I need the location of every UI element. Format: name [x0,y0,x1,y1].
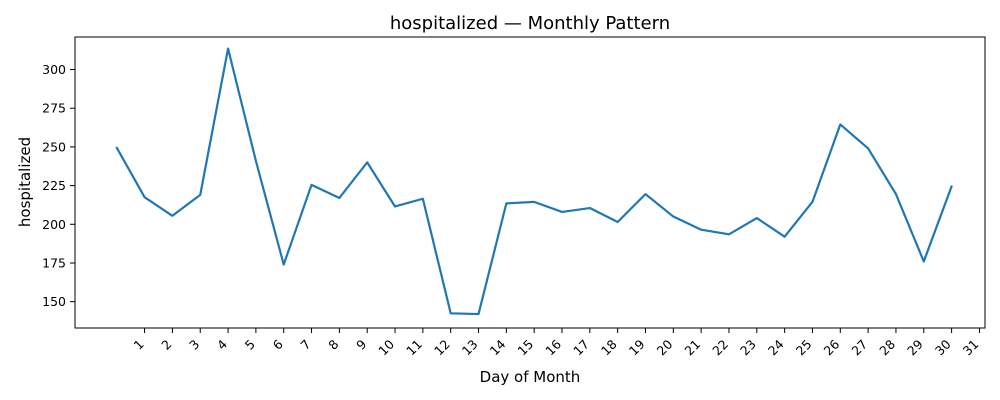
x-tick-label: 28 [876,336,898,358]
x-tick-label: 7 [297,337,313,353]
x-tick-label: 31 [960,337,982,359]
data-point [393,204,397,208]
x-tick-label: 19 [626,336,648,358]
x-tick-label: 5 [242,337,258,353]
data-point [866,146,870,150]
data-point [115,146,119,150]
x-tick-label: 2 [158,337,174,353]
y-tick-label: 175 [42,255,66,270]
x-tick-label: 13 [459,337,481,359]
data-point [699,228,703,232]
series-line [115,47,953,316]
data-point [477,312,481,316]
data-point [671,215,675,219]
data-point [755,216,759,220]
data-point [282,263,286,267]
x-tick-label: 25 [793,337,815,359]
x-tick-label: 22 [709,337,731,359]
data-point [421,197,425,201]
data-point [838,122,842,126]
x-tick-label: 23 [737,337,759,359]
x-tick-label: 1 [130,337,146,353]
x-tick-label: 18 [598,336,620,358]
data-point [894,192,898,196]
x-tick-label: 3 [186,337,202,353]
data-point [810,200,814,204]
data-point [560,210,564,214]
data-point [365,160,369,164]
x-tick-label: 16 [542,336,564,358]
plot-area [74,36,986,329]
y-axis-label: hospitalized [16,137,34,227]
y-tick-label: 300 [42,62,66,77]
data-point [616,220,620,224]
data-point [198,193,202,197]
data-point [950,184,954,188]
data-point [643,192,647,196]
data-point [727,232,731,236]
y-tick-label: 275 [42,101,66,116]
x-tick-label: 30 [932,336,954,358]
data-point [337,196,341,200]
chart-title: hospitalized — Monthly Pattern [390,13,670,34]
y-tick-label: 150 [42,294,66,309]
series-layer [115,47,954,316]
y-tick-label: 200 [42,217,66,232]
data-point [226,47,230,51]
y-tick-label: 225 [42,178,66,193]
data-point [532,200,536,204]
x-axis: 1 2 3 4 5 6 7 8 9 10 11 12 13 14 15 16 17 18 19 20 21 22 23 24 2… [130,328,982,359]
x-tick-label: 24 [765,336,787,358]
x-tick-label: 8 [325,336,341,352]
y-tick-label: 250 [42,139,66,154]
x-tick-label: 27 [848,337,870,359]
x-tick-label: 21 [681,337,703,359]
y-axis: 150 175 200 225 250 275 300 [42,62,75,309]
data-point [922,259,926,263]
x-tick-label: 29 [904,336,926,358]
data-point [254,159,258,163]
x-tick-label: 14 [487,336,509,358]
x-tick-label: 17 [570,337,592,359]
data-point [170,214,174,218]
x-tick-label: 15 [514,337,536,359]
x-tick-label: 6 [270,336,286,352]
data-point [310,183,314,187]
data-point [588,206,592,210]
x-tick-label: 11 [403,337,425,359]
x-axis-label: Day of Month [480,368,581,386]
data-point [504,201,508,205]
x-tick-label: 12 [431,337,453,359]
x-tick-label: 26 [821,336,843,358]
x-tick-label: 10 [375,336,397,358]
data-point [449,311,453,315]
x-tick-label: 4 [214,336,230,352]
data-point [143,195,147,199]
x-tick-label: 20 [654,336,676,358]
data-point [783,235,787,239]
x-tick-label: 9 [353,336,369,352]
